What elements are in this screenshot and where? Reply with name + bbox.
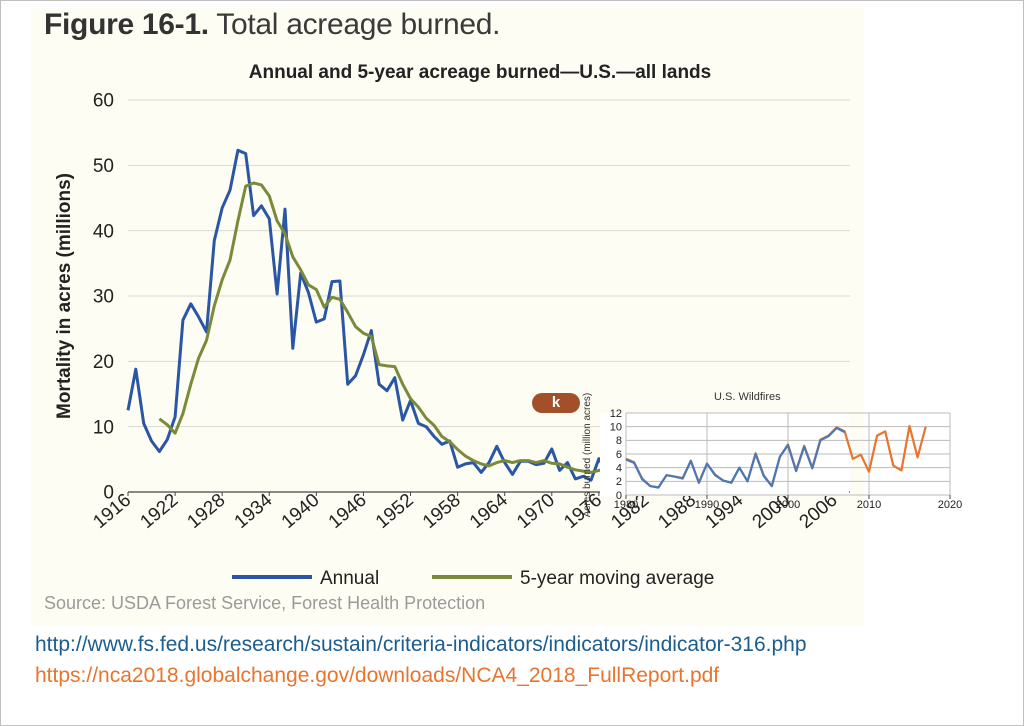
y-axis-label: Mortality in acres (millions) (54, 173, 75, 419)
figure-label: Figure 16-1. (44, 8, 209, 41)
y-tick-label: 20 (93, 352, 114, 373)
y-tick-label: 30 (93, 287, 114, 308)
source-link-nca2018[interactable]: https://nca2018.globalchange.gov/downloa… (35, 664, 720, 687)
x-tick-label: 1958 (419, 490, 465, 533)
legend-label-annual: Annual (320, 568, 379, 589)
legend: Annual 5-year moving average (232, 568, 714, 589)
figure-title: Figure 16-1. Total acreage burned. (44, 8, 501, 42)
source-link-usfs[interactable]: http://www.fs.fed.us/research/sustain/cr… (35, 633, 807, 656)
x-tick-label: 2000 (776, 499, 800, 511)
legend-label-moving-average: 5-year moving average (520, 568, 714, 589)
inset-gridlines (625, 412, 951, 499)
inset-series (625, 424, 927, 489)
x-tick-label: 2006 (796, 490, 842, 533)
x-tick-label: 1964 (466, 489, 512, 533)
y-tick-label: 50 (93, 156, 114, 177)
y-tick-label: 0 (103, 483, 114, 504)
figure-panel (31, 8, 864, 626)
series-line-series-2 (625, 426, 846, 489)
source-note: Source: USDA Forest Service, Forest Heal… (44, 593, 486, 613)
y-tick-label: 4 (616, 463, 622, 475)
main-y-tick-labels: 0 10 20 30 40 50 60 (93, 91, 114, 504)
y-tick-label: 10 (93, 417, 114, 438)
y-tick-label: 10 (610, 422, 622, 434)
figure-caption: Total acreage burned. (216, 8, 501, 41)
x-tick-label: 2010 (857, 499, 881, 511)
y-tick-label: 40 (93, 221, 114, 242)
y-tick-label: 0 (616, 490, 622, 502)
x-tick-label: 1982 (607, 490, 653, 533)
chart-title: Annual and 5-year acreage burned—U.S.—al… (248, 62, 712, 83)
inset-title: U.S. Wildfires (714, 391, 781, 403)
x-tick-label: 1922 (136, 490, 182, 533)
y-tick-label: 60 (93, 91, 114, 112)
x-tick-label: 1940 (278, 490, 324, 533)
y-tick-label: 2 (616, 476, 622, 488)
y-tick-label: 12 (610, 408, 622, 420)
inset-chart: 0 24 6 810 12 1980 1990 2000 2010 2020 Acres bur… (582, 393, 962, 518)
inset-x-tick-labels: 1980 1990 2000 2010 2020 (614, 499, 962, 511)
x-tick-label: 2020 (938, 499, 962, 511)
y-tick-label: 8 (616, 435, 622, 447)
x-tick-label: 1988 (654, 490, 700, 533)
inset-y-tick-labels: 0 24 6 810 12 (610, 408, 622, 502)
x-tick-label: 1934 (231, 489, 277, 533)
x-tick-label: 1990 (695, 499, 719, 511)
x-tick-label: 1980 (614, 499, 638, 511)
x-tick-label: 1952 (372, 490, 418, 533)
y-tick-label: 6 (616, 449, 622, 461)
k-badge: k (532, 393, 580, 413)
x-tick-label: 1994 (701, 489, 747, 533)
x-tick-label: 1946 (325, 490, 371, 533)
main-x-tick-labels: 1916 1922 1928 1934 1940 1946 1952 1958 1964 1970… (89, 489, 841, 533)
x-tick-label: 1970 (513, 490, 559, 533)
inset-y-axis-label: Acres burned (million acres) (582, 393, 593, 518)
x-tick-label: 1928 (184, 490, 230, 533)
